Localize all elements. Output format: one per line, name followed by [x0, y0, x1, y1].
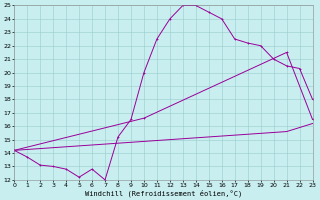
X-axis label: Windchill (Refroidissement éolien,°C): Windchill (Refroidissement éolien,°C): [85, 189, 242, 197]
